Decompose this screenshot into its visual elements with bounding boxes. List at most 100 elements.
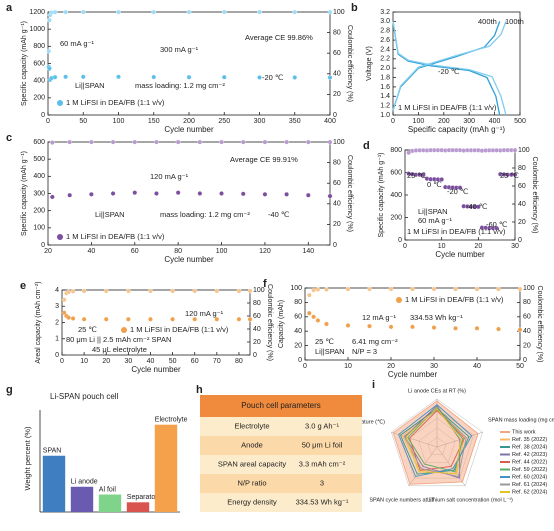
legend-label: This work <box>512 429 536 435</box>
x-tick-label: 0 <box>403 243 407 250</box>
table-title: Pouch cell parameters <box>241 401 321 410</box>
x-tick-label: 40 <box>147 358 155 365</box>
data-point <box>388 286 394 292</box>
data-point <box>305 192 311 198</box>
radar-series <box>405 407 462 474</box>
y-axis-label: Areal capacity (mAh cm⁻²) <box>35 281 42 363</box>
x-tick-label: 0 <box>46 118 50 125</box>
x-tick-label: 10 <box>344 363 352 370</box>
data-point <box>197 139 203 145</box>
data-point <box>240 139 246 145</box>
data-point <box>257 75 262 80</box>
y-tick-label: 0 <box>398 237 402 244</box>
data-point <box>517 327 523 333</box>
x-tick-label: 40 <box>87 248 95 255</box>
y-tick-label: 100 <box>33 225 45 232</box>
annotation: 25 ℃ <box>315 337 334 346</box>
x-tick-label: 10 <box>438 243 446 250</box>
y-axis-label: Specific capacity (mAh g⁻¹) <box>21 21 28 106</box>
data-point <box>80 74 86 80</box>
table-row-bg <box>200 493 362 512</box>
data-point <box>197 191 203 196</box>
y2-tick-label: 20 <box>253 339 261 346</box>
annotation: Li||SPAN <box>75 81 105 90</box>
data-point <box>132 190 138 195</box>
data-point <box>70 288 76 294</box>
data-point <box>512 147 518 153</box>
y-tick-label: 1 <box>55 336 59 343</box>
data-point <box>103 316 109 322</box>
y2-tick-label: 0 <box>333 242 337 249</box>
y2-tick-label: 100 <box>518 147 530 154</box>
x-tick-label: 300 <box>254 118 266 125</box>
table-cell: 3.3 mAh cm⁻² <box>299 459 346 468</box>
legend-label: 1 M LiFSI in DEA/FB (1:1 v/v) <box>66 232 165 241</box>
x-axis-label: Specific capacity (mAh g⁻¹) <box>408 125 505 134</box>
data-point <box>49 140 55 145</box>
x-tick-label: 20 <box>44 248 52 255</box>
data-point <box>175 139 181 145</box>
bar-label: Electrolyte <box>155 417 188 424</box>
data-point <box>110 139 116 145</box>
legend-label: Ref. 59 (2022) <box>512 467 547 473</box>
data-point <box>61 310 67 316</box>
data-point <box>214 316 220 322</box>
annotation: 120 mA g⁻¹ <box>150 172 189 181</box>
y-tick-label: 0 <box>41 112 45 119</box>
annotation: 25 ℃ <box>78 325 97 334</box>
data-point <box>453 286 458 292</box>
data-point <box>306 292 312 298</box>
y-tick-label: 1000 <box>29 26 45 33</box>
y2-tick-label: 60 <box>518 183 526 190</box>
table-row-bg <box>200 417 362 436</box>
annotation: 120 mA g⁻¹ <box>185 309 224 318</box>
x-tick-label: 400 <box>324 118 336 125</box>
y-tick-label: 4 <box>55 287 59 294</box>
bar-label: Separator <box>127 494 158 501</box>
annotation: 60 mA g⁻¹ <box>60 39 94 48</box>
data-point <box>453 325 458 331</box>
data-point <box>126 316 131 322</box>
data-point <box>151 74 157 80</box>
legend-label: Ref. 62 (2024) <box>512 489 547 495</box>
annotation: 6.41 mg cm⁻² <box>352 337 398 346</box>
annotation: -20 ℃ <box>438 67 460 76</box>
data-point <box>367 323 372 329</box>
chart-title: Li-SPAN pouch cell <box>50 392 119 401</box>
data-point <box>126 288 131 294</box>
legend-label: Ref. 44 (2022) <box>512 459 547 465</box>
annotation: 300 mA g⁻¹ <box>160 45 199 54</box>
annotation: 25 ℃ <box>500 171 519 180</box>
y2-tick-label: 40 <box>253 326 261 333</box>
panel-label: a <box>6 2 13 14</box>
annotation: mass loading: 1.2 mg cm⁻² <box>135 81 225 90</box>
data-point <box>66 315 71 320</box>
y-tick-label: 1.4 <box>380 93 390 100</box>
legend-label: Ref. 35 (2022) <box>512 437 547 443</box>
y2-axis-label: Coulombic efficiency (%) <box>346 155 353 232</box>
data-point <box>457 185 463 191</box>
annotation: -40 ℃ <box>268 210 290 219</box>
table-cell: 3.0 g Ah⁻¹ <box>305 421 339 430</box>
table-cell: Energy density <box>227 497 277 506</box>
data-point <box>132 139 138 145</box>
data-point <box>431 325 437 330</box>
data-point <box>292 9 298 15</box>
data-point <box>474 286 480 292</box>
bar <box>154 424 178 512</box>
legend-label: Ref. 60 (2024) <box>512 474 547 480</box>
legend-label: Ref. 38 (2024) <box>512 444 547 450</box>
y-tick-label: 1.2 <box>380 102 390 109</box>
x-tick-label: 80 <box>174 248 182 255</box>
data-point <box>475 204 481 210</box>
axis-label: SPAN cycle numbers at LT <box>369 497 435 503</box>
y2-tick-label: 0 <box>518 237 522 244</box>
radar-series <box>407 406 464 473</box>
axis-label: Lithium salt concentration (mol L⁻¹) <box>427 497 513 503</box>
data-point <box>236 288 242 294</box>
x-tick-label: 400 <box>489 118 501 125</box>
data-point <box>431 286 437 292</box>
y-tick-label: 2.6 <box>380 37 390 44</box>
y2-tick-label: 80 <box>253 300 261 307</box>
data-point <box>89 192 94 197</box>
